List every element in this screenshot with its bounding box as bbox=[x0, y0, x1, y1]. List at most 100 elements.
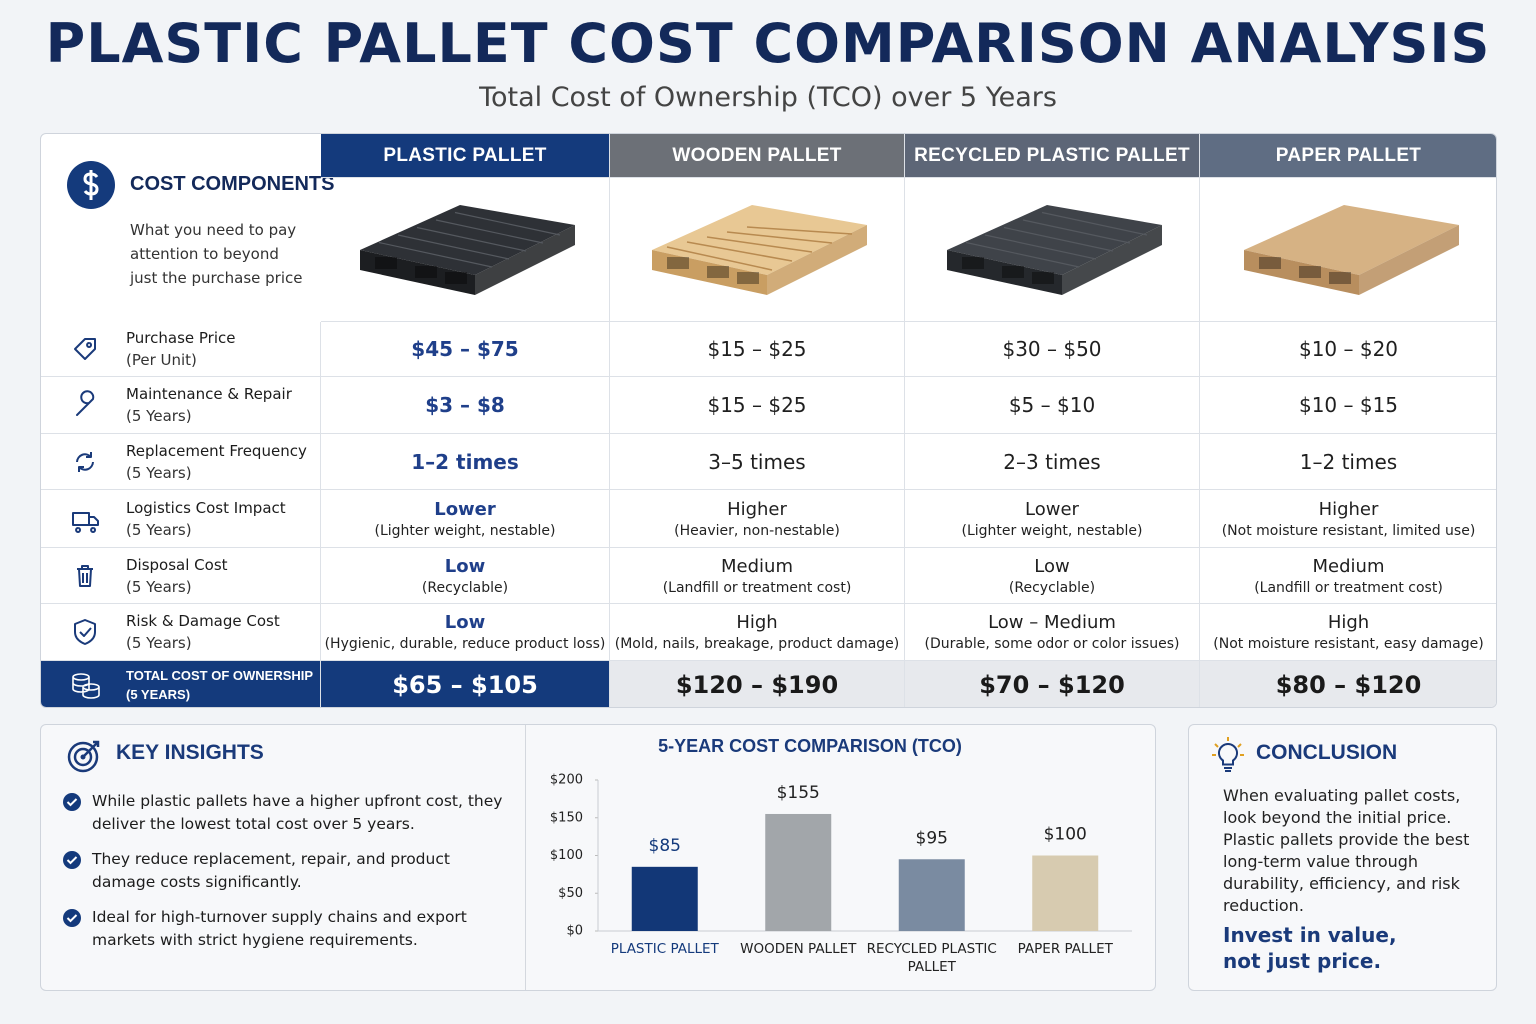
total-label-sub: (5 YEARS) bbox=[126, 686, 191, 702]
check-icon bbox=[63, 851, 81, 869]
row-icon bbox=[74, 619, 96, 645]
row-label-sub: (5 Years) bbox=[126, 634, 192, 652]
row-label: Risk & Damage Cost (5 Years) bbox=[126, 610, 280, 654]
total-cell: $80 – $120 bbox=[1200, 661, 1496, 707]
table-header-title: COST COMPONENTS bbox=[130, 173, 335, 195]
pallet-image-cell bbox=[905, 178, 1200, 322]
total-cell: $65 – $105 bbox=[321, 661, 610, 707]
value-cell: $10 – $20 bbox=[1200, 322, 1496, 377]
value-cell: $15 – $25 bbox=[610, 322, 905, 377]
bar bbox=[898, 859, 965, 931]
icon-glyph bbox=[83, 170, 99, 200]
row-label-cell: Logistics Cost Impact (5 Years) bbox=[41, 490, 321, 548]
column-header: PAPER PALLET bbox=[1200, 134, 1496, 178]
total-cell: $70 – $120 bbox=[905, 661, 1200, 707]
row-label-sub: (Per Unit) bbox=[126, 351, 197, 369]
value-cell: $10 – $15 bbox=[1200, 377, 1496, 434]
x-tick-label: WOODEN PALLET bbox=[740, 941, 857, 957]
value-note: (Lighter weight, nestable) bbox=[961, 522, 1143, 539]
pallet-opening bbox=[707, 265, 729, 278]
value-main: Low bbox=[1034, 555, 1070, 577]
value-note: (Heavier, non-nestable) bbox=[674, 522, 840, 539]
value-main: $45 – $75 bbox=[411, 337, 519, 361]
row-label-sub: (5 Years) bbox=[126, 577, 192, 596]
row-label: Disposal Cost (5 Years) bbox=[126, 554, 228, 598]
value-cell: $15 – $25 bbox=[610, 377, 905, 434]
pallet-top bbox=[360, 204, 575, 275]
pallet-grid bbox=[416, 226, 527, 252]
pallet-grid bbox=[378, 241, 493, 268]
column-header: PLASTIC PALLET bbox=[321, 134, 610, 178]
value-cell: Higher (Not moisture resistant, limited u… bbox=[1200, 490, 1496, 548]
pallet-board bbox=[726, 230, 833, 244]
value-note: (Not moisture resistant, limited use) bbox=[1221, 522, 1476, 539]
row-label-sub: (5 Years) bbox=[126, 520, 192, 539]
row-label: Maintenance & Repair (5 Years) bbox=[126, 383, 292, 427]
pallet-opening bbox=[375, 256, 397, 269]
value-cell: $30 – $50 bbox=[905, 322, 1200, 377]
chart: 5-YEAR COST COMPARISON (TCO) $0 $50 $100 $1… bbox=[550, 736, 1132, 939]
pallet-opening bbox=[445, 271, 467, 284]
value-main: $5 – $10 bbox=[1008, 393, 1096, 417]
pallet-image bbox=[1243, 204, 1459, 295]
check-icon bbox=[63, 793, 81, 811]
pallet-image-cell bbox=[1200, 178, 1496, 322]
value-note: (Landfill or treatment cost) bbox=[662, 579, 852, 596]
value-note: (Recyclable) bbox=[1008, 579, 1096, 596]
row-label-cell: Purchase Price (Per Unit) bbox=[41, 322, 321, 377]
insight-item: They reduce replacement, repair, and pro… bbox=[92, 850, 450, 891]
value-cell: Medium (Landfill or treatment cost) bbox=[1200, 548, 1496, 604]
pallet-top bbox=[652, 204, 867, 275]
row-label-title: Logistics Cost Impact bbox=[126, 498, 286, 517]
value-main: Medium bbox=[1312, 555, 1385, 577]
value-cell: $45 – $75 bbox=[321, 322, 610, 377]
check-mark bbox=[66, 798, 78, 807]
value-main: 1–2 times bbox=[411, 449, 519, 474]
value-main: Low bbox=[444, 555, 486, 577]
row-label-title: Purchase Price bbox=[126, 329, 236, 347]
table-header-cell: COST COMPONENTS What you need to pay atte… bbox=[41, 134, 334, 322]
value-label: $100 bbox=[1044, 825, 1087, 845]
bulb-icon bbox=[1212, 737, 1244, 772]
insights-title: KEY INSIGHTS bbox=[116, 741, 264, 764]
pallet-image bbox=[360, 204, 575, 295]
conclusion-panel bbox=[1188, 724, 1497, 991]
row-icon bbox=[72, 511, 99, 533]
row-label: Replacement Frequency (5 Years) bbox=[126, 440, 307, 484]
pallet-grid bbox=[397, 233, 510, 260]
coins-icon bbox=[72, 672, 100, 699]
value-main: $3 – $8 bbox=[425, 393, 505, 417]
value-main: $15 – $25 bbox=[707, 393, 807, 417]
total-label: TOTAL COST OF OWNERSHIP (5 YEARS) bbox=[126, 666, 313, 704]
value-cell: Lower (Lighter weight, nestable) bbox=[321, 490, 610, 548]
total-label-cell: TOTAL COST OF OWNERSHIP (5 YEARS) bbox=[41, 661, 321, 707]
x-tick-label: PLASTIC PALLET bbox=[610, 941, 719, 957]
page-subtitle: Total Cost of Ownership (TCO) over 5 Yea… bbox=[479, 82, 1057, 113]
row-icon bbox=[74, 338, 96, 360]
pallet-front bbox=[1243, 249, 1359, 295]
insight-item: Ideal for high-turnover supply chains an… bbox=[92, 908, 467, 949]
pallet-image bbox=[947, 204, 1162, 295]
value-note: (Recyclable) bbox=[421, 579, 509, 596]
value-cell: $5 – $10 bbox=[905, 377, 1200, 434]
value-main: $10 – $20 bbox=[1298, 337, 1399, 361]
total-cell: $120 – $190 bbox=[610, 661, 905, 707]
row-icon bbox=[76, 451, 94, 472]
pallet-image-cell bbox=[321, 178, 610, 322]
value-note: (Durable, some odor or color issues) bbox=[924, 636, 1180, 652]
value-cell: 2–3 times bbox=[905, 434, 1200, 490]
pallet-grid bbox=[965, 241, 1080, 268]
icon-glyph bbox=[77, 564, 93, 587]
row-icon bbox=[76, 390, 95, 416]
row-label: Purchase Price (Per Unit) bbox=[126, 327, 235, 371]
value-cell: High (Mold, nails, breakage, product dama… bbox=[610, 604, 905, 661]
icon-glyph bbox=[72, 672, 100, 699]
row-label-sub: (5 Years) bbox=[126, 407, 192, 425]
target-icon bbox=[67, 740, 100, 773]
pallet-grid bbox=[435, 218, 544, 244]
row-label-cell: Maintenance & Repair (5 Years) bbox=[41, 377, 321, 434]
row-icon bbox=[77, 564, 93, 587]
value-label: $95 bbox=[916, 828, 948, 848]
pallet-board bbox=[686, 240, 793, 262]
cost-table: COST COMPONENTS What you need to pay atte… bbox=[40, 133, 1497, 708]
